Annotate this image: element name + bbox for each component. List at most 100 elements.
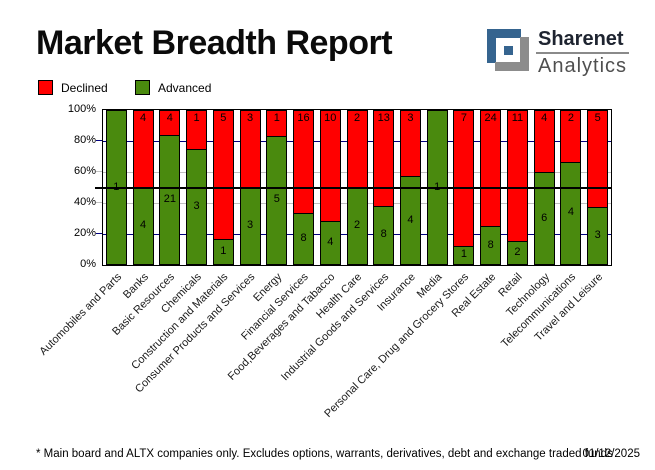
sharenet-logo: Sharenet Analytics <box>487 29 630 77</box>
advanced-count-label: 3 <box>193 199 200 212</box>
declined-count-label: 7 <box>460 112 467 124</box>
bar-segment-advanced <box>399 176 421 265</box>
bar-segment-declined: 2 <box>560 110 582 162</box>
category-label: Automobiles and Parts <box>37 271 124 358</box>
advanced-count-label: 8 <box>300 232 307 245</box>
declined-count-label: 10 <box>324 112 337 124</box>
bar-14: 24 8 <box>480 110 502 265</box>
advanced-count-label: 1 <box>460 248 467 261</box>
bar-segment-advanced <box>506 241 528 265</box>
bar-segment-advanced <box>293 213 315 265</box>
bar-segment-advanced <box>453 245 475 265</box>
bar-segment-declined: 4 <box>132 110 154 188</box>
declined-count-label: 16 <box>297 112 310 124</box>
bar-segment-advanced <box>373 205 395 265</box>
bar-segment-declined: 24 <box>480 110 502 227</box>
y-axis-label-100%: 100% <box>67 103 96 115</box>
logo-text: Sharenet Analytics <box>536 29 630 77</box>
bar-segment-declined: 4 <box>533 110 555 172</box>
bar-segment-declined: 11 <box>506 110 528 242</box>
bar-8: 10 4 <box>319 110 341 265</box>
declined-count-label: 3 <box>407 112 414 124</box>
footer-disclaimer: * Main board and ALTX companies only. Ex… <box>36 448 613 460</box>
advanced-swatch-icon <box>135 80 150 95</box>
advanced-count-label: 4 <box>407 213 414 226</box>
advanced-count-label: 2 <box>514 246 521 259</box>
logo-line1: Sharenet <box>536 29 630 54</box>
bar-segment-declined: 3 <box>399 110 421 177</box>
declined-count-label: 24 <box>484 112 497 124</box>
advanced-count-label: 6 <box>541 211 548 224</box>
declined-count-label: 5 <box>220 112 227 124</box>
legend-advanced-label: Advanced <box>158 80 212 95</box>
declined-count-label: 2 <box>567 112 574 124</box>
advanced-count-label: 4 <box>567 206 574 219</box>
declined-swatch-icon <box>38 80 53 95</box>
logo-line2: Analytics <box>538 55 628 77</box>
y-axis-label-40%: 40% <box>73 196 96 208</box>
y-axis-label-80%: 80% <box>73 134 96 146</box>
fifty-percent-line <box>95 186 611 189</box>
declined-count-label: 4 <box>166 112 173 124</box>
bar-segment-advanced <box>266 135 288 265</box>
declined-count-label: 11 <box>511 112 524 124</box>
advanced-count-label: 21 <box>163 192 176 205</box>
bar-segment-advanced <box>480 226 502 265</box>
report-date: 01/12/2025 <box>582 448 640 460</box>
bar-segment-declined: 10 <box>319 110 341 221</box>
bar-segment-advanced <box>533 172 555 265</box>
y-axis-label-60%: 60% <box>73 165 96 177</box>
y-axis-tick <box>96 140 102 141</box>
chart-plot-area: 1444211351331516810422138341712481124624… <box>95 109 612 266</box>
advanced-count-label: 4 <box>140 219 147 232</box>
bar-segment-declined: 5 <box>212 110 234 240</box>
bar-15: 11 2 <box>506 110 528 265</box>
bar-segment-declined: 13 <box>373 110 395 206</box>
advanced-count-label: 3 <box>594 228 601 241</box>
advanced-count-label: 4 <box>327 235 334 248</box>
y-axis-tick <box>96 171 102 172</box>
page-title: Market Breadth Report <box>36 24 393 62</box>
declined-count-label: 4 <box>140 112 147 124</box>
y-axis-tick <box>96 233 102 234</box>
legend-item-declined: Declined <box>38 80 108 95</box>
advanced-count-label: 1 <box>220 245 227 258</box>
advanced-count-label: 2 <box>353 219 361 232</box>
declined-count-label: 1 <box>273 112 280 124</box>
legend-item-advanced: Advanced <box>135 80 211 95</box>
bar-segment-advanced <box>159 134 181 265</box>
advanced-count-label: 8 <box>487 238 494 251</box>
legend-declined-label: Declined <box>61 80 108 95</box>
declined-count-label: 2 <box>353 112 361 124</box>
bar-segment-advanced <box>212 239 234 265</box>
bar-segment-advanced <box>587 206 609 265</box>
bar-segment-declined: 2 <box>346 110 368 188</box>
bar-10: 13 8 <box>373 110 395 265</box>
bar-2: 4 21 <box>159 110 181 265</box>
declined-count-label: 1 <box>193 112 200 124</box>
bar-segment-declined: 1 <box>186 110 208 149</box>
y-axis-label-20%: 20% <box>73 227 96 239</box>
bar-segment-declined: 4 <box>159 110 181 135</box>
declined-count-label: 4 <box>541 112 548 124</box>
bar-segment-advanced <box>319 220 341 265</box>
advanced-count-label: 5 <box>273 193 280 206</box>
bar-segment-advanced <box>186 148 208 265</box>
declined-count-label: 5 <box>594 112 601 124</box>
bar-segment-declined: 3 <box>239 110 261 188</box>
bar-segment-declined: 7 <box>453 110 475 246</box>
declined-count-label: 13 <box>377 112 390 124</box>
sharenet-s-icon <box>487 29 529 71</box>
y-axis-tick <box>96 202 102 203</box>
bar-segment-declined: 1 <box>266 110 288 136</box>
y-axis-label-0%: 0% <box>80 258 96 270</box>
bar-segment-declined: 5 <box>587 110 609 207</box>
